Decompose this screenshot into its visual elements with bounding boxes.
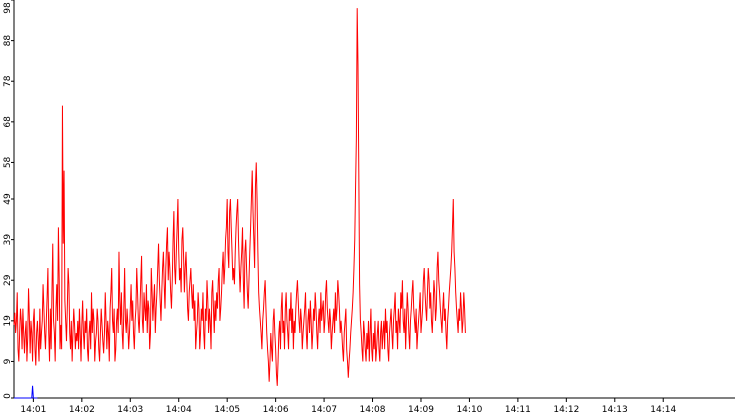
x-tick-label: 14:02: [69, 405, 95, 415]
y-tick-label: 88: [3, 35, 13, 47]
y-tick-label: 49: [3, 193, 13, 205]
y-tick-label: 68: [3, 116, 13, 128]
x-tick-label: 14:11: [505, 405, 531, 415]
x-tick-label: 14:13: [602, 405, 628, 415]
x-tick-label: 14:03: [117, 405, 143, 415]
y-tick-label: 9: [3, 358, 13, 364]
x-tick-label: 14:05: [214, 405, 240, 415]
y-axis: 0 9 19 29 39 49 58 68 78 88 98: [3, 0, 15, 399]
y-tick-label: 98: [3, 2, 13, 14]
y-tick-label: 39: [3, 234, 13, 246]
y-tick-label: 19: [3, 315, 13, 327]
y-tick-label: 29: [3, 274, 13, 286]
x-tick-label: 14:07: [311, 405, 337, 415]
series-lines: [13, 8, 466, 399]
y-tick-label: 0: [3, 393, 13, 399]
x-tick-label: 14:04: [166, 405, 192, 415]
x-tick-label: 14:09: [408, 405, 434, 415]
x-tick-label: 14:10: [456, 405, 482, 415]
series-line-secondary: [14, 385, 38, 399]
series-line-main: [13, 8, 466, 386]
x-tick-label: 14:14: [650, 405, 676, 415]
x-tick-label: 14:12: [553, 405, 579, 415]
y-tick-label: 58: [3, 156, 13, 168]
x-tick-label: 14:06: [263, 405, 289, 415]
x-tick-label: 14:08: [360, 405, 386, 415]
y-tick-label: 78: [3, 75, 13, 87]
x-axis: 14:01 14:02 14:03 14:04 14:05 14:06 14:07 14:08…: [14, 397, 735, 415]
x-tick-label: 14:01: [20, 405, 46, 415]
